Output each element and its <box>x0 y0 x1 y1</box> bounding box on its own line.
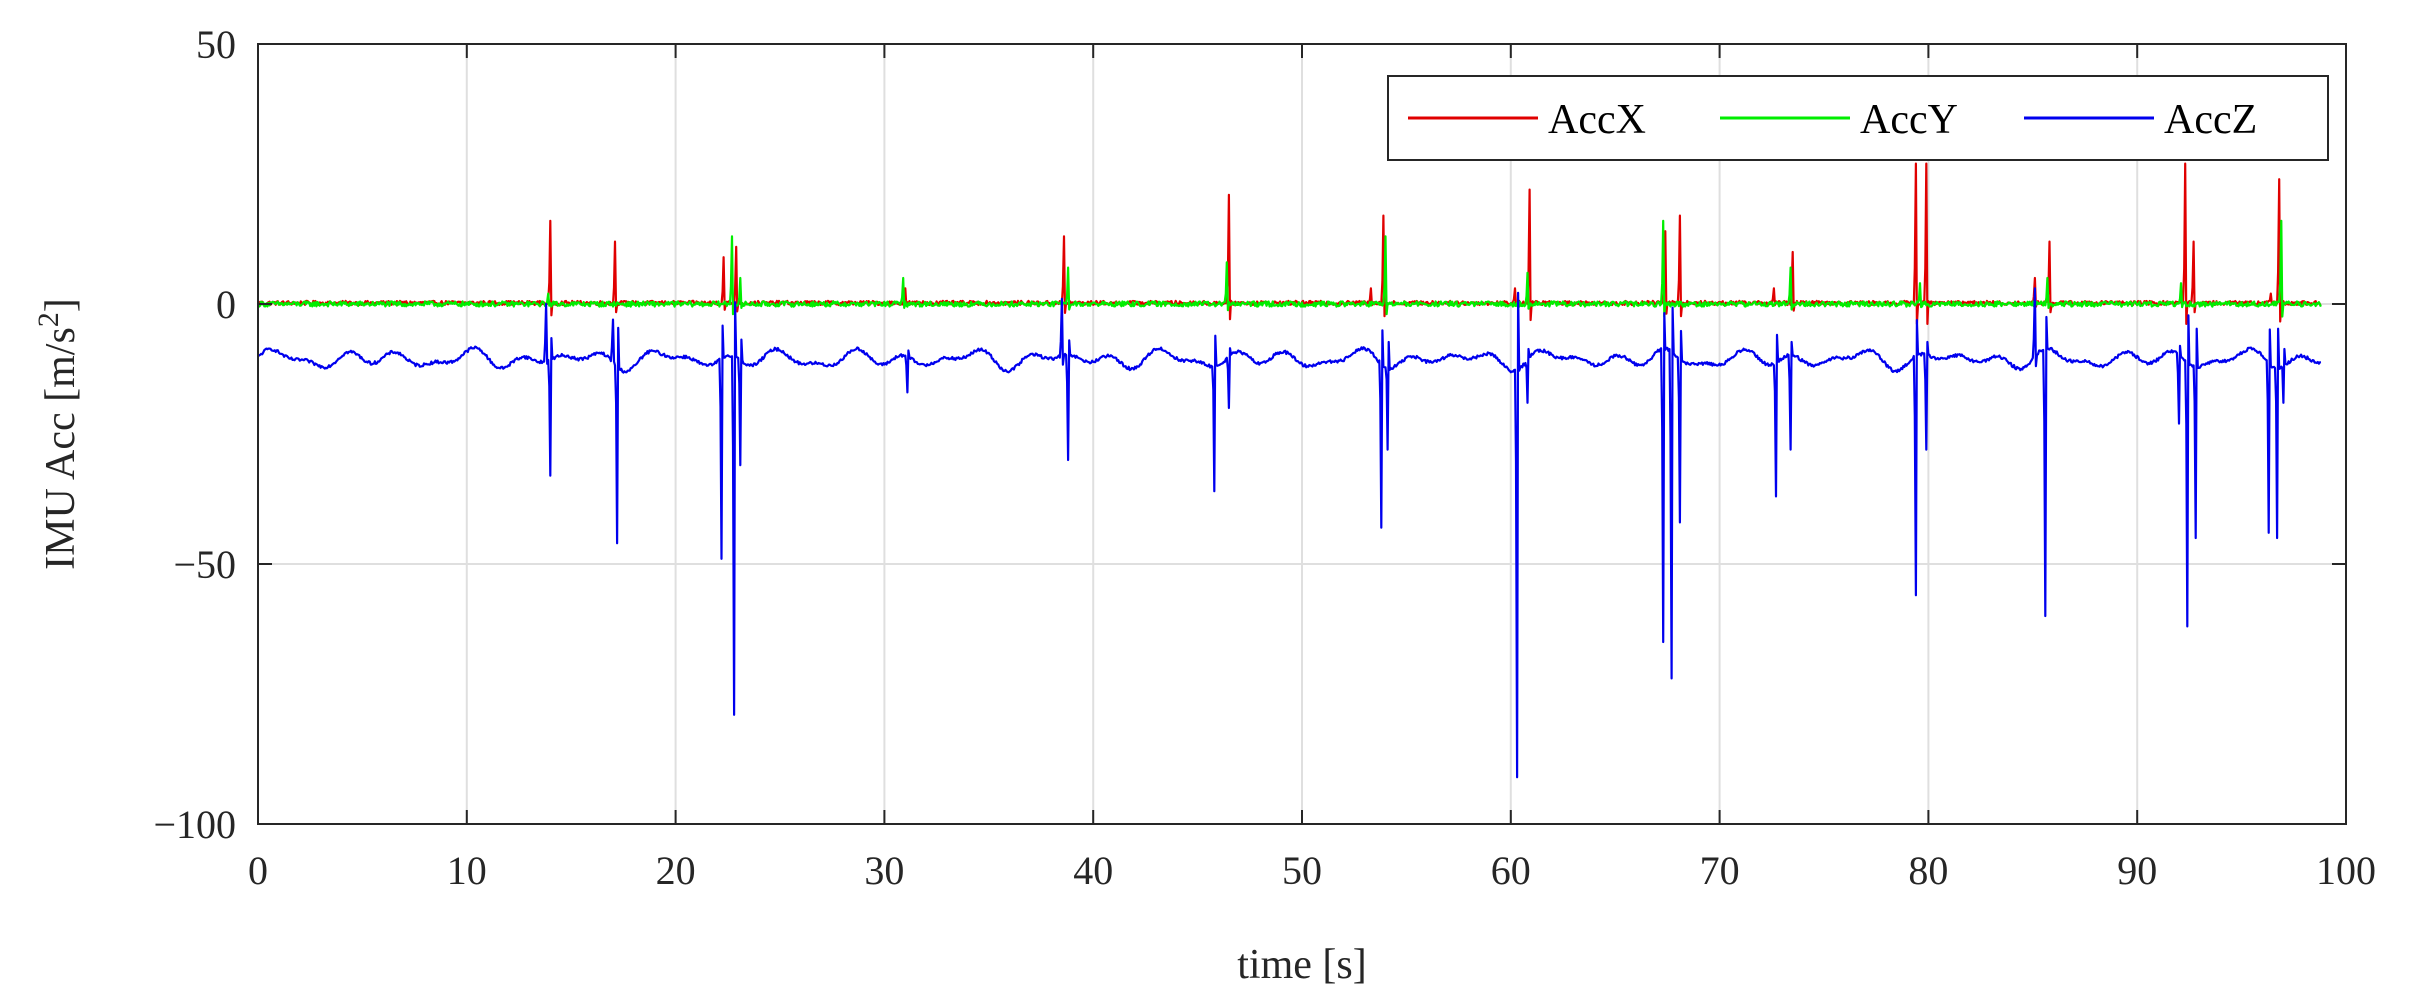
x-tick-label: 90 <box>2117 848 2157 893</box>
axis-ticks: 0 10 20 30 40 50 60 70 80 90 100 −100 −50 0 50 <box>153 22 2376 893</box>
x-tick-label: 60 <box>1491 848 1531 893</box>
series-line-accx <box>257 162 2322 325</box>
y-tick-label: 0 <box>216 282 236 327</box>
legend-label-accx: AccX <box>1548 97 1646 143</box>
x-tick-label: 40 <box>1073 848 1113 893</box>
legend-label-accz: AccZ <box>2164 97 2257 143</box>
y-axis-label-main: IMU Acc [m/s <box>38 327 84 570</box>
y-tick-label: −100 <box>153 802 236 847</box>
x-tick-label: 0 <box>248 848 268 893</box>
x-tick-label: 20 <box>656 848 696 893</box>
y-axis-label: IMU Acc [m/s2] <box>32 298 84 570</box>
y-axis-label-superscript: 2 <box>32 312 65 327</box>
y-tick-label: −50 <box>173 542 236 587</box>
x-axis-label: time [s] <box>1237 942 1366 988</box>
legend: AccX AccY AccZ <box>1387 75 2329 161</box>
y-tick-label: 50 <box>196 22 236 67</box>
legend-box <box>1387 75 2329 161</box>
series-line-accy <box>256 219 2322 318</box>
series-lines <box>256 162 2322 779</box>
y-axis-label-suffix: ] <box>38 298 84 312</box>
legend-label-accy: AccY <box>1860 97 1958 143</box>
series-line-accz <box>257 287 2322 779</box>
x-tick-label: 80 <box>1908 848 1948 893</box>
x-tick-label: 100 <box>2316 848 2376 893</box>
x-tick-label: 10 <box>447 848 487 893</box>
x-tick-label: 70 <box>1700 848 1740 893</box>
x-tick-label: 30 <box>864 848 904 893</box>
x-tick-label: 50 <box>1282 848 1322 893</box>
